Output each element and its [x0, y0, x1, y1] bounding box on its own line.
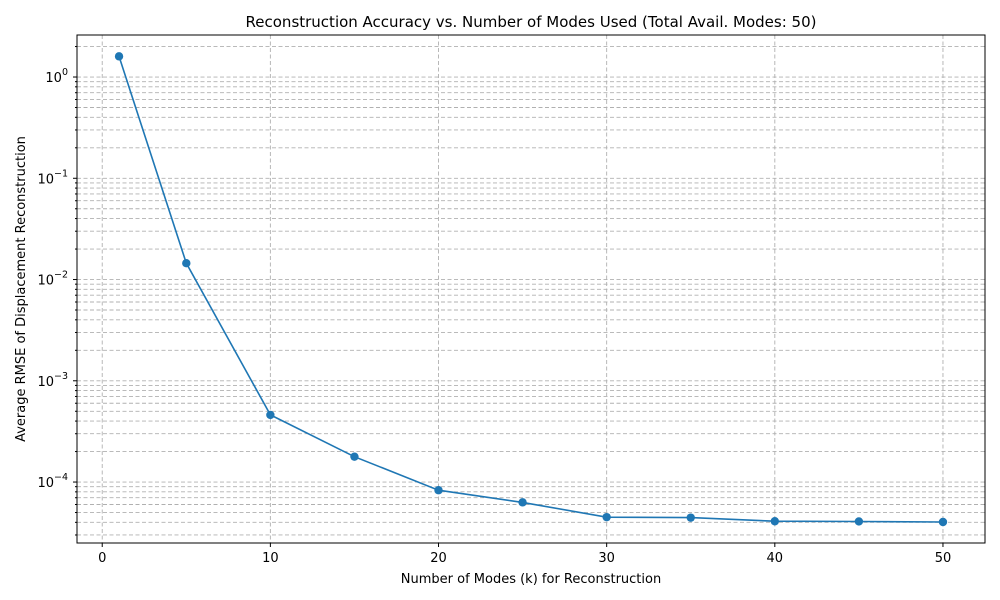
x-tick-label: 0 — [98, 551, 106, 566]
data-point — [602, 512, 611, 522]
y-tick-label: 10−3 — [37, 371, 68, 390]
data-point — [266, 410, 275, 420]
x-tick-label: 50 — [935, 551, 952, 566]
y-tick-label: 10−4 — [37, 472, 68, 491]
y-axis-label: Average RMSE of Displacement Reconstruct… — [14, 136, 29, 442]
x-tick-label: 20 — [430, 551, 447, 566]
y-tick-label: 100 — [45, 67, 68, 86]
data-point — [938, 517, 948, 527]
data-point — [686, 513, 695, 522]
x-tick-label: 30 — [598, 551, 615, 566]
data-point — [854, 517, 864, 526]
data-point — [434, 486, 443, 495]
data-point — [350, 452, 359, 461]
chart-title: Reconstruction Accuracy vs. Number of Mo… — [246, 13, 817, 31]
x-axis-label: Number of Modes (k) for Reconstruction — [401, 572, 661, 587]
x-axis-ticks: 0 10 20 30 40 50 — [98, 543, 951, 566]
grid — [77, 35, 985, 543]
data-point — [114, 52, 124, 61]
y-axis-ticks: 10−4 10−3 10−2 10−1 100 — [37, 46, 77, 536]
x-tick-label: 40 — [767, 551, 784, 566]
plot-frame — [76, 34, 986, 544]
x-tick-label: 10 — [262, 551, 279, 566]
y-tick-label: 10−2 — [37, 270, 68, 289]
data-point — [182, 258, 191, 268]
series-group — [114, 52, 948, 527]
data-point — [518, 498, 527, 507]
y-tick-label: 10−1 — [37, 168, 68, 187]
data-point — [770, 517, 780, 526]
